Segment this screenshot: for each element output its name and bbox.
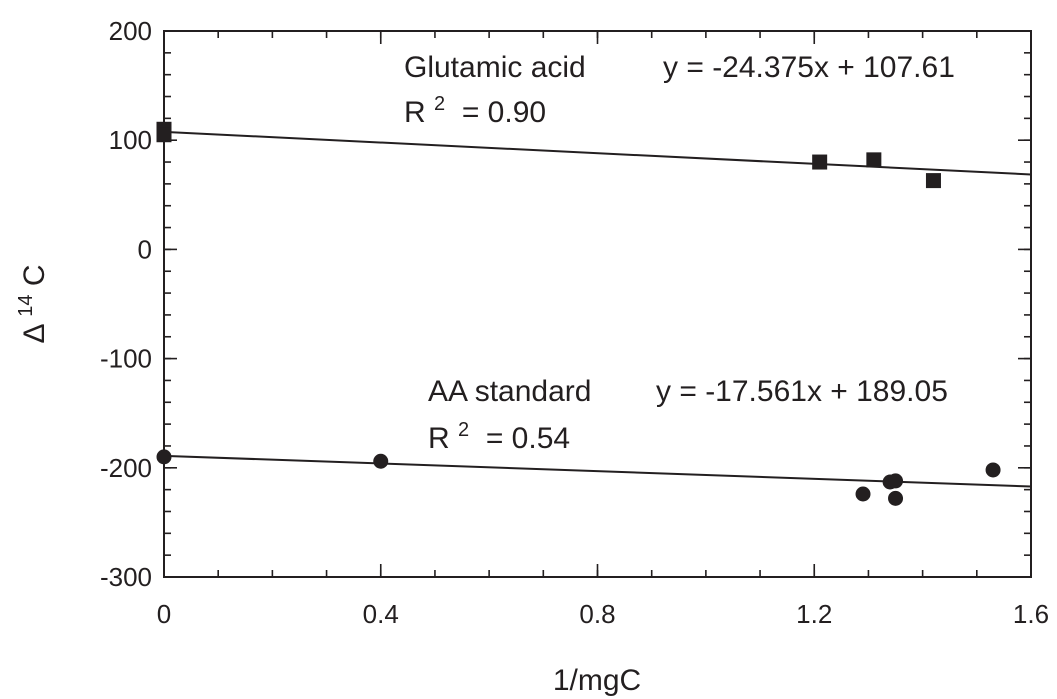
fit-line-glutamic-acid bbox=[163, 130, 1032, 176]
aa-standard-point bbox=[156, 449, 172, 465]
glutamic-acid-r2-base: R bbox=[404, 96, 426, 129]
glutamic-acid-point bbox=[812, 154, 828, 170]
y-tick-label: 100 bbox=[109, 125, 152, 155]
glutamic-acid-equation: y = -24.375x + 107.61 bbox=[663, 51, 955, 84]
glutamic-acid-point bbox=[156, 127, 172, 143]
aa-standard-r2: R 2 = 0.54 bbox=[428, 410, 570, 455]
x-tick-label: 1.6 bbox=[1013, 599, 1049, 629]
glutamic-acid-series-name: Glutamic acid bbox=[404, 51, 586, 84]
aa-standard-point bbox=[888, 473, 904, 489]
glutamic-acid-r2-value: = 0.90 bbox=[453, 96, 546, 129]
aa-standard-r2-base: R bbox=[428, 422, 450, 455]
y-tick-label: 0 bbox=[138, 234, 152, 264]
aa-standard-point bbox=[373, 453, 389, 469]
aa-standard-r2-value: = 0.54 bbox=[477, 422, 570, 455]
y-axis-label-prefix: Δ bbox=[18, 324, 51, 344]
x-tick-label: 0.8 bbox=[579, 599, 615, 629]
aa-standard-series-name: AA standard bbox=[428, 375, 591, 408]
y-tick-label: 200 bbox=[109, 16, 152, 46]
data-markers bbox=[156, 121, 1001, 506]
y-tick-label: -100 bbox=[100, 344, 152, 374]
x-tick-label: 0 bbox=[157, 599, 171, 629]
x-tick-labels: 0 0.4 0.8 1.2 1.6 bbox=[157, 599, 1049, 629]
aa-standard-point bbox=[985, 462, 1001, 478]
glutamic-acid-point bbox=[866, 152, 882, 168]
aa-standard-equation: y = -17.561x + 189.05 bbox=[656, 375, 948, 408]
y-axis-label: Δ 14 C bbox=[6, 265, 51, 344]
aa-standard-point bbox=[888, 490, 904, 506]
x-tick-label: 0.4 bbox=[363, 599, 399, 629]
glutamic-acid-r2-sup: 2 bbox=[434, 93, 445, 115]
glutamic-acid-r2: R 2 = 0.90 bbox=[404, 84, 546, 129]
y-tick-labels: 200 100 0 -100 -200 -300 bbox=[100, 16, 152, 592]
fit-lines bbox=[163, 130, 1032, 488]
glutamic-acid-point bbox=[925, 173, 941, 189]
aa-standard-r2-sup: 2 bbox=[458, 419, 469, 441]
x-axis-label: 1/mgC bbox=[553, 664, 641, 697]
y-tick-label: -300 bbox=[100, 562, 152, 592]
y-tick-label: -200 bbox=[100, 453, 152, 483]
plot-frame bbox=[163, 30, 1032, 578]
x-tick-label: 1.2 bbox=[796, 599, 832, 629]
y-axis-label-suffix: C bbox=[18, 265, 51, 287]
y-axis-label-sup: 14 bbox=[15, 295, 37, 317]
aa-standard-point bbox=[855, 486, 871, 502]
